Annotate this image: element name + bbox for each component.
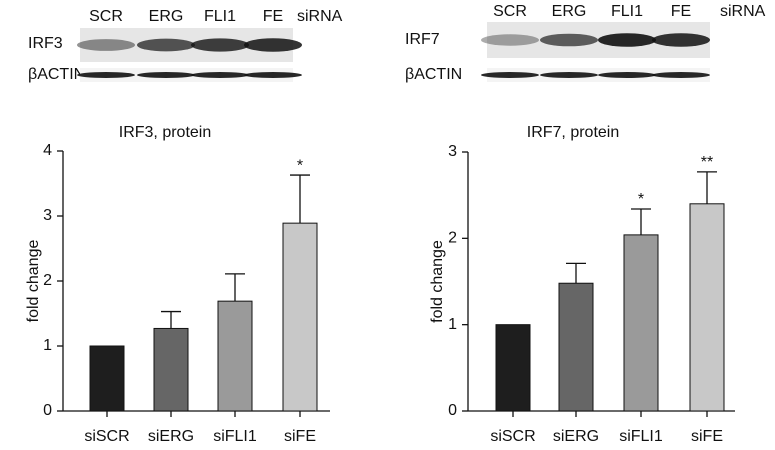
y-tick-label: 1 (448, 316, 457, 333)
row-label: IRF7 (405, 31, 440, 48)
row-label: βACTIN (405, 66, 462, 83)
blot-band (137, 72, 195, 78)
bar (495, 324, 531, 412)
blot-band (652, 33, 710, 47)
bar (153, 327, 189, 412)
blot-band (598, 72, 656, 78)
row-label: IRF3 (28, 35, 63, 52)
bar (623, 234, 659, 412)
blot-band (481, 34, 539, 46)
lane-label: FE (263, 8, 283, 25)
significance-label: ** (701, 154, 713, 171)
bar (89, 345, 125, 412)
blot-band (540, 72, 598, 78)
blot-band (191, 38, 249, 52)
lane-label: FLI1 (611, 3, 643, 20)
lane-label: ERG (149, 8, 184, 25)
x-tick-label: siERG (553, 428, 599, 445)
lane-label: ERG (552, 3, 587, 20)
y-tick-label: 0 (448, 402, 457, 419)
y-tick-label: 2 (448, 230, 457, 247)
lane-label: FLI1 (204, 8, 236, 25)
x-tick-label: siSCR (490, 428, 535, 445)
blot-band (481, 72, 539, 78)
x-tick-label: siERG (148, 428, 194, 445)
bar (558, 282, 594, 412)
y-axis-label: fold change (25, 240, 42, 323)
x-tick-label: siFE (284, 428, 316, 445)
chart-title: IRF7, protein (527, 124, 619, 141)
blot-band (540, 33, 598, 47)
blot-suffix: siRNA (720, 3, 766, 20)
bar (689, 203, 725, 412)
y-axis-label: fold change (429, 240, 446, 323)
blot-band (652, 72, 710, 78)
bar (282, 222, 318, 412)
significance-label: * (297, 157, 303, 174)
y-tick-label: 1 (43, 337, 52, 354)
blot-band (244, 38, 302, 52)
blot-suffix: siRNA (297, 8, 343, 25)
chart-title: IRF3, protein (119, 124, 211, 141)
y-tick-label: 4 (43, 142, 52, 159)
bar (217, 300, 253, 412)
x-tick-label: siFE (691, 428, 723, 445)
lane-label: FE (671, 3, 691, 20)
x-tick-label: siFLI1 (619, 428, 663, 445)
lane-label: SCR (89, 8, 123, 25)
lane-label: SCR (493, 3, 527, 20)
y-tick-label: 3 (448, 143, 457, 160)
y-tick-label: 0 (43, 402, 52, 419)
blot-band (598, 33, 656, 47)
x-tick-label: siSCR (84, 428, 129, 445)
y-tick-label: 3 (43, 207, 52, 224)
blot-band (137, 38, 195, 52)
y-tick-label: 2 (43, 272, 52, 289)
blot-band (77, 39, 135, 51)
x-tick-label: siFLI1 (213, 428, 257, 445)
blot-band (244, 72, 302, 78)
blot-band (191, 72, 249, 78)
row-label: βACTIN (28, 66, 85, 83)
significance-label: * (638, 191, 644, 208)
blot-band (77, 72, 135, 78)
